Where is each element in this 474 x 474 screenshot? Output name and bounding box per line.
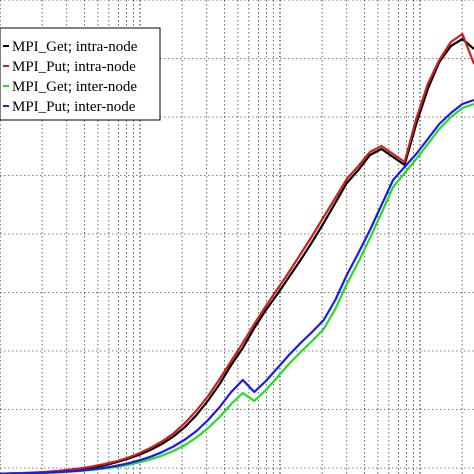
- series-lines: [0, 32, 474, 474]
- series-line-1: [0, 32, 474, 474]
- legend-label-1: MPI_Put; intra-node: [12, 59, 136, 75]
- series-line-2: [0, 102, 474, 474]
- series-line-3: [0, 98, 474, 474]
- legend-box: [0, 27, 161, 121]
- legend-label-2: MPI_Get; inter-node: [12, 79, 137, 95]
- legend: MPI_Get; intra-node MPI_Put; intra-node …: [0, 27, 161, 121]
- legend-label-0: MPI_Get; intra-node: [12, 39, 138, 55]
- legend-label-3: MPI_Put; inter-node: [12, 99, 136, 115]
